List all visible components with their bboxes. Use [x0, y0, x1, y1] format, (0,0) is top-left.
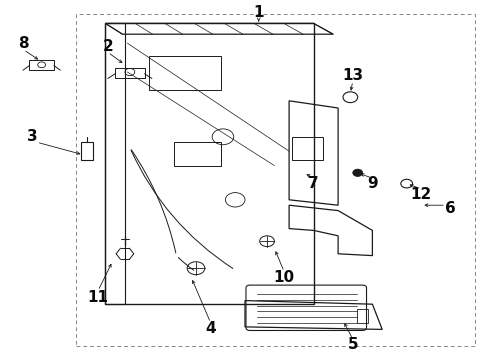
Text: 4: 4 [205, 321, 216, 336]
Bar [292, 137, 323, 160]
Bar [115, 68, 145, 78]
Text: 5: 5 [347, 337, 358, 352]
Text: 1: 1 [253, 5, 264, 20]
Bar [357, 309, 368, 323]
Text: 10: 10 [273, 270, 295, 285]
Text: 2: 2 [102, 39, 113, 54]
Bar [174, 142, 220, 166]
Text: 7: 7 [308, 176, 319, 191]
Bar [29, 60, 54, 70]
Bar [149, 56, 220, 90]
Bar [76, 14, 475, 346]
Text: 12: 12 [411, 187, 432, 202]
Text: 9: 9 [367, 176, 378, 191]
Text: 3: 3 [26, 129, 37, 144]
Text: 6: 6 [445, 201, 456, 216]
Text: 11: 11 [88, 289, 108, 305]
Circle shape [353, 169, 363, 176]
Text: 8: 8 [18, 36, 29, 51]
Text: 13: 13 [342, 68, 364, 83]
